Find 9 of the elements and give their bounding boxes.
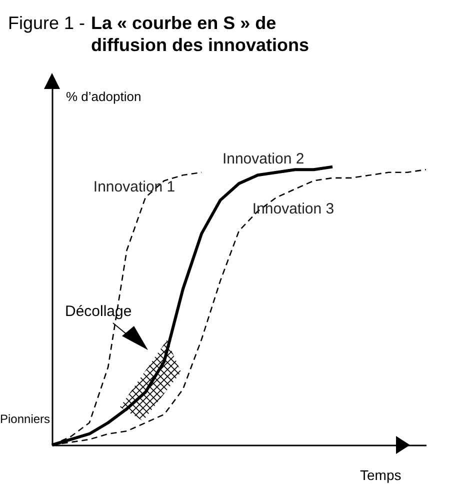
chart-subtitle: La « courbe en S » de diffusion des innovations bbox=[91, 12, 310, 56]
series-label: Innovation 2 bbox=[222, 150, 304, 168]
series-label: Innovation 3 bbox=[252, 200, 334, 218]
chart-title: Figure 1 - bbox=[8, 12, 86, 35]
annotation: Décollage bbox=[65, 303, 132, 320]
y-axis-title: % d’adoption bbox=[66, 89, 142, 104]
series-label: Innovation 1 bbox=[93, 178, 176, 196]
x-axis-title: Temps bbox=[360, 467, 402, 483]
text: Pionniers bbox=[0, 412, 50, 426]
